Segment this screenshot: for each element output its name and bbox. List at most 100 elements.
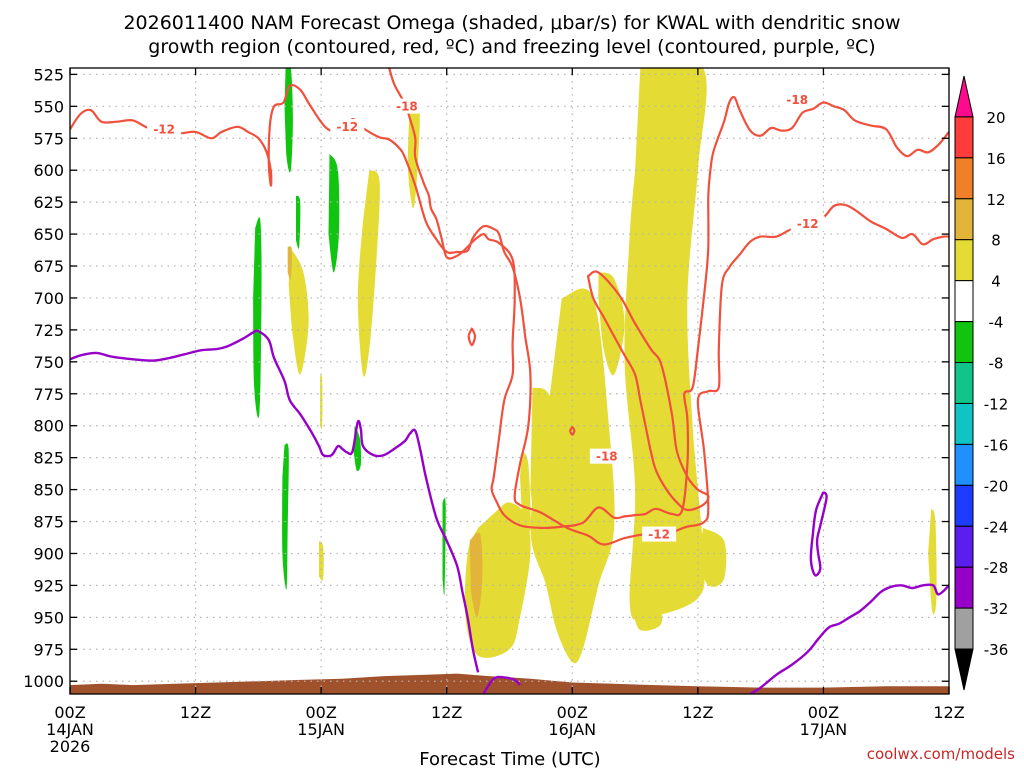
freezing-contour-1	[482, 675, 521, 694]
contour-label-bg-5	[780, 92, 815, 108]
omega-region-22	[442, 497, 446, 596]
terrain-area	[70, 673, 949, 694]
colorbar-bin-4	[954, 239, 974, 282]
omega-region-11	[320, 374, 323, 430]
freezing-level-contours	[70, 329, 949, 694]
omega-region-12	[319, 540, 324, 581]
colorbar-label-4: 4	[991, 273, 1001, 291]
omega-region-1	[530, 288, 615, 664]
contour-labels: -12 -12 -18 -18 -12 -18 -12	[147, 92, 825, 542]
colorbar-label-7: -12	[984, 395, 1009, 413]
colorbar-label-5: -4	[989, 314, 1004, 332]
omega-region-19	[328, 153, 340, 273]
dgz-contour-1	[388, 68, 949, 530]
x-tick-label-group-60: 12Z	[682, 703, 713, 722]
contour-label-bg-6	[790, 216, 825, 232]
colorbar-bin-3	[954, 198, 974, 241]
x-tick-label-84-0: 12Z	[933, 703, 964, 722]
colorbar-bin-9	[954, 443, 974, 486]
x-tick-label-36-0: 12Z	[431, 703, 462, 722]
contour-label-4: -12	[648, 528, 670, 542]
colorbar-label-13: -36	[984, 641, 1009, 659]
x-tick-label-48-0: 00Z	[557, 703, 588, 722]
dgz-contour-3	[467, 327, 477, 347]
x-tick-label-24-1: 15JAN	[297, 720, 345, 739]
omega-region-6	[697, 527, 727, 587]
y-tick-label-525: 525	[33, 65, 64, 84]
y-tick-label-950: 950	[33, 608, 64, 627]
y-tick-label-800: 800	[33, 417, 64, 436]
colorbar-label-8: -16	[984, 436, 1009, 454]
x-tick-label-group-36: 12Z	[431, 703, 462, 722]
colorbar-bin-7	[954, 362, 974, 404]
y-tick-label-675: 675	[33, 257, 64, 276]
grid-lines	[70, 68, 949, 694]
contour-label-0: -12	[153, 123, 175, 137]
colorbar-bin-10	[954, 484, 974, 527]
colorbar-bin-2	[954, 157, 974, 200]
colorbar-bin-12	[954, 566, 974, 609]
y-tick-label-900: 900	[33, 544, 64, 563]
colorbar-label-12: -32	[984, 600, 1009, 618]
y-tick-label-750: 750	[33, 353, 64, 372]
dgz-contour-2	[586, 270, 710, 512]
x-tick-label-group-84: 12Z	[933, 703, 964, 722]
omega-region-13	[928, 508, 937, 615]
x-tick-label-12-0: 12Z	[180, 703, 211, 722]
y-tick-label-650: 650	[33, 225, 64, 244]
plot-frame	[69, 67, 950, 695]
y-tick-label-925: 925	[33, 576, 64, 595]
contour-label-1: -12	[336, 120, 358, 134]
x-axis-title: Forecast Time (UTC)	[419, 749, 600, 768]
colorbar-label-6: -8	[989, 355, 1004, 373]
omega-region-2	[598, 272, 625, 376]
colorbar-label-10: -24	[984, 518, 1009, 536]
colorbar-bin-8	[954, 402, 974, 445]
dgz-contour-0	[70, 84, 949, 546]
colorbar-label-2: 12	[986, 191, 1005, 209]
omega-shading	[253, 68, 937, 664]
x-tick-label-0-0: 00Z	[54, 703, 85, 722]
contour-label-bg-3	[589, 448, 624, 464]
omega-region-7	[633, 591, 663, 631]
omega-region-21	[296, 195, 301, 249]
colorbar-top-triangle	[954, 75, 974, 118]
chart-title-line1: 2026011400 NAM Forecast Omega (shaded, μ…	[123, 12, 900, 34]
x-tick-label-0-1: 14JAN	[46, 720, 94, 739]
contour-label-bg-4	[642, 526, 677, 542]
colorbar-bin-13	[954, 607, 974, 650]
x-tick-label-72-0: 00Z	[808, 703, 839, 722]
y-axis: 525 550 575 600 625 650 675 700 725 750 775 800 825 8…	[23, 65, 949, 691]
colorbar-label-1: 16	[986, 150, 1005, 168]
omega-region-10	[288, 246, 309, 375]
colorbar-bin-6	[954, 321, 974, 364]
freezing-contour-3	[809, 491, 828, 577]
x-tick-label-0-2: 2026	[50, 737, 91, 756]
y-tick-label-775: 775	[33, 385, 64, 404]
y-tick-label-850: 850	[33, 481, 64, 500]
site-credit: coolwx.com/models	[867, 745, 1015, 763]
y-tick-label-825: 825	[33, 449, 64, 468]
omega-region-4	[530, 387, 563, 555]
freezing-contour-0	[70, 329, 480, 673]
omega-region-5	[520, 451, 531, 533]
y-tick-label-725: 725	[33, 321, 64, 340]
y-tick-label-1000: 1000	[23, 672, 64, 691]
contour-label-5: -18	[786, 93, 808, 107]
contour-label-3: -18	[596, 450, 618, 464]
colorbar-label-3: 8	[991, 232, 1001, 250]
colorbar-label-0: 20	[986, 109, 1005, 127]
y-tick-label-575: 575	[33, 129, 64, 148]
contour-label-2: -18	[396, 100, 418, 114]
freezing-contour-2	[749, 583, 949, 694]
contour-label-6: -12	[797, 217, 819, 231]
colorbar-bottom-triangle	[954, 648, 974, 691]
y-tick-label-975: 975	[33, 640, 64, 659]
omega-region-8	[357, 170, 380, 377]
